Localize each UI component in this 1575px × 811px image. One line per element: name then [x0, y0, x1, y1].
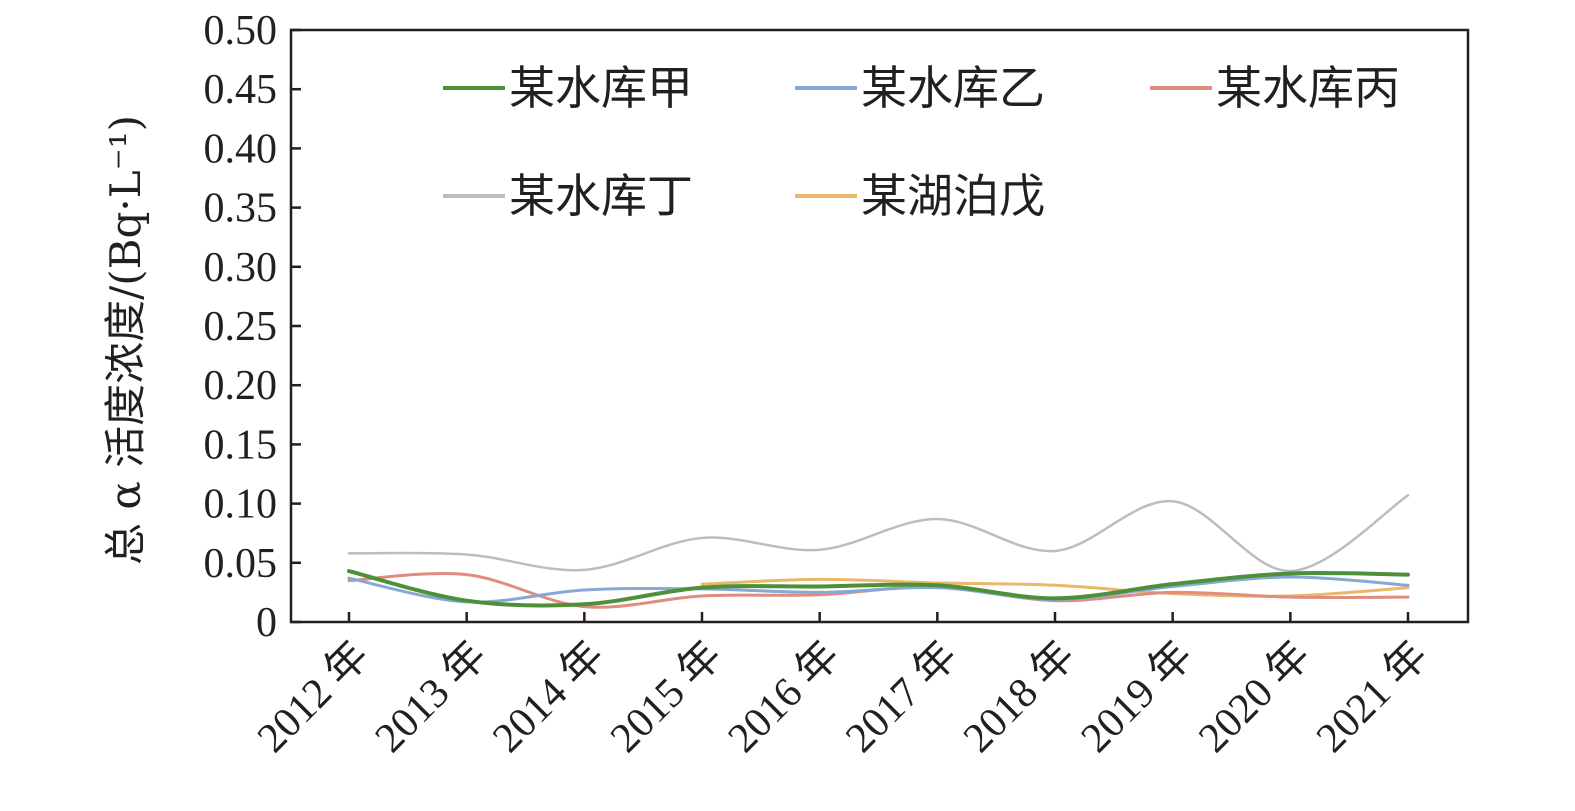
series-layer — [347, 494, 1410, 609]
y-tick-label: 0.45 — [204, 67, 278, 113]
y-tick-label: 0.40 — [204, 126, 278, 172]
y-tick-label: 0.35 — [204, 186, 278, 232]
series-line — [347, 575, 1410, 604]
y-tick-label: 0 — [256, 600, 277, 646]
x-tick-label: 2021 年 — [1307, 632, 1437, 762]
legend-label: 某水库甲 — [509, 61, 693, 115]
y-tick-label: 0.25 — [204, 304, 278, 350]
x-tick-label: 2014 年 — [484, 632, 614, 762]
y-tick-label: 0.20 — [204, 363, 278, 409]
legend-label: 某湖泊戊 — [861, 169, 1045, 223]
legend-label: 某水库丁 — [509, 169, 693, 223]
y-tick-label: 0.50 — [204, 8, 278, 54]
x-tick-label: 2015 年 — [601, 632, 731, 762]
y-tick-label: 0.30 — [204, 245, 278, 291]
legend-label: 某水库丙 — [1216, 61, 1400, 115]
y-tick-label: 0.15 — [204, 422, 278, 468]
x-tick-label: 2018 年 — [954, 632, 1084, 762]
x-tick-label: 2020 年 — [1190, 632, 1320, 762]
series-line — [347, 569, 1410, 608]
x-tick-label: 2012 年 — [248, 632, 378, 762]
series-line — [347, 494, 1410, 573]
y-tick-label: 0.10 — [204, 482, 278, 528]
x-tick-label: 2017 年 — [837, 632, 967, 762]
x-tick-label: 2016 年 — [719, 632, 849, 762]
y-tick-label: 0.05 — [204, 541, 278, 587]
y-axis-title: 总 α 活度浓度/(Bq·L⁻¹) — [101, 115, 150, 565]
legend-label: 某水库乙 — [861, 61, 1045, 115]
x-tick-label: 2019 年 — [1072, 632, 1202, 762]
x-tick-label: 2013 年 — [366, 632, 496, 762]
axes-layer: 0 0.05 0.10 0.15 0.20 0.25 0.30 0.35 0.40 0.45 0.5… — [204, 8, 1470, 762]
